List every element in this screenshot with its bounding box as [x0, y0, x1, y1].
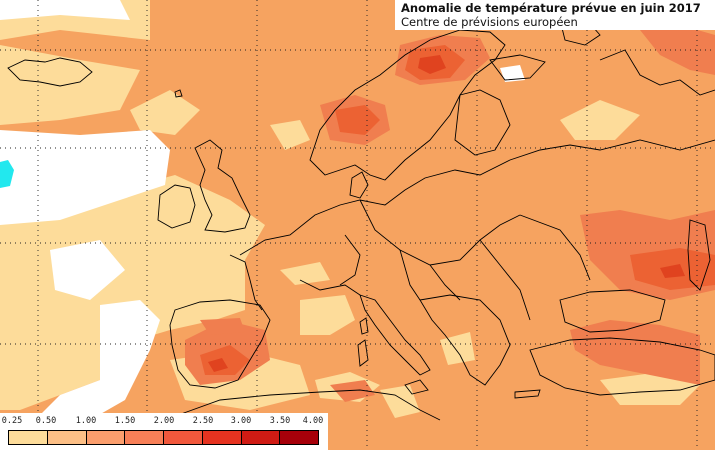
- legend-tick: 2.50: [192, 416, 214, 426]
- legend-swatch: [241, 431, 281, 444]
- legend-ticks: 0.25 0.50 1.00 1.50 2.00 2.50 3.00 3.50 …: [0, 416, 328, 428]
- legend-swatch: [280, 431, 318, 444]
- legend-tick: 4.00: [302, 416, 324, 426]
- legend-swatch: [164, 431, 203, 444]
- legend-tick: 1.50: [114, 416, 136, 426]
- map-title: Anomalie de température prévue en juin 2…: [401, 1, 701, 15]
- legend-tick: 0.50: [35, 416, 57, 426]
- legend-tick: 2.00: [153, 416, 175, 426]
- legend-tick: 3.50: [269, 416, 291, 426]
- color-legend: 0.25 0.50 1.00 1.50 2.00 2.50 3.00 3.50 …: [0, 413, 328, 450]
- legend-tick: 0.25: [1, 416, 23, 426]
- legend-swatch: [125, 431, 164, 444]
- anomaly-zone-none: [0, 0, 525, 420]
- title-box: Anomalie de température prévue en juin 2…: [395, 0, 715, 30]
- legend-swatch: [47, 431, 87, 444]
- anomaly-negative: [0, 160, 14, 188]
- legend-swatch: [9, 431, 48, 444]
- legend-swatch: [86, 431, 126, 444]
- legend-bar: [8, 430, 319, 445]
- legend-tick: 1.00: [75, 416, 97, 426]
- anomaly-zone-peak: [208, 55, 685, 372]
- legend-tick: 3.00: [230, 416, 252, 426]
- coastlines: [7, 17, 715, 421]
- legend-swatch: [202, 431, 242, 444]
- map-subtitle: Centre de prévisions européen: [401, 15, 578, 29]
